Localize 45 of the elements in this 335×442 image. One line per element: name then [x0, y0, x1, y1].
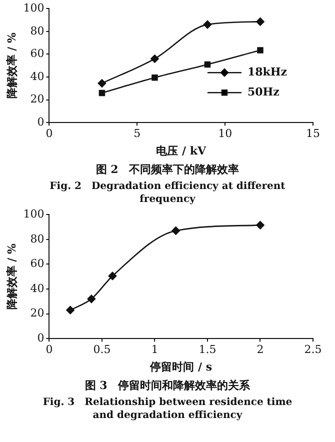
y-axis-title: 降解效率 / %	[5, 32, 18, 99]
y-tick-label: 100	[23, 207, 44, 220]
y-tick-label: 40	[30, 282, 44, 295]
y-tick-label: 0	[37, 331, 44, 344]
point	[152, 74, 158, 81]
x-axis-title: 电压 / kV	[156, 144, 206, 158]
y-tick-label: 0	[37, 115, 44, 128]
y-tick-label: 80	[30, 232, 44, 246]
legend-label: 18kHz	[247, 65, 288, 78]
x-tick-label: 5	[134, 127, 141, 140]
point	[257, 47, 264, 54]
y-tick-label: 80	[30, 24, 44, 38]
text: Fig. 2 Degradation efficiency at different frequency	[48, 180, 286, 206]
point	[108, 272, 117, 280]
point	[172, 226, 180, 235]
point	[203, 20, 212, 29]
x-tick-label: 15	[306, 127, 320, 140]
text: 图 3 停留时间和降解效率的关系	[84, 378, 252, 393]
y-tick-label: 20	[30, 92, 44, 106]
x-tick-label: 0	[46, 343, 53, 356]
point	[256, 18, 264, 26]
text: 图 2 不同频率下的降解效率	[94, 162, 240, 177]
x-tick-label: 2	[256, 343, 264, 356]
y-tick-label: 20	[30, 306, 44, 320]
x-tick-label: 0.5	[93, 343, 111, 356]
x-tick-label: 1	[151, 343, 158, 356]
point	[204, 61, 211, 68]
y-tick-label: 60	[30, 257, 44, 270]
y-tick-label: 100	[23, 1, 44, 14]
y-tick-label: 40	[30, 70, 44, 83]
y-tick-label: 60	[30, 47, 44, 60]
point	[87, 294, 96, 304]
x-tick-label: 0	[46, 127, 53, 140]
point	[98, 79, 106, 88]
legend-label: 50Hz	[247, 85, 280, 98]
point	[150, 54, 159, 63]
point	[98, 90, 106, 96]
x-tick-label: 1.5	[198, 343, 216, 356]
y-axis-title: 降解效率 / %	[5, 242, 18, 310]
x-tick-label: 10	[218, 127, 232, 140]
x-tick-label: 2.5	[304, 343, 322, 356]
x-axis-title: 停留时间 / s	[149, 360, 212, 374]
point	[66, 306, 74, 314]
text: Fig. 3 Relationship between residence time and degradation efficiency	[42, 396, 294, 422]
point	[256, 220, 264, 230]
